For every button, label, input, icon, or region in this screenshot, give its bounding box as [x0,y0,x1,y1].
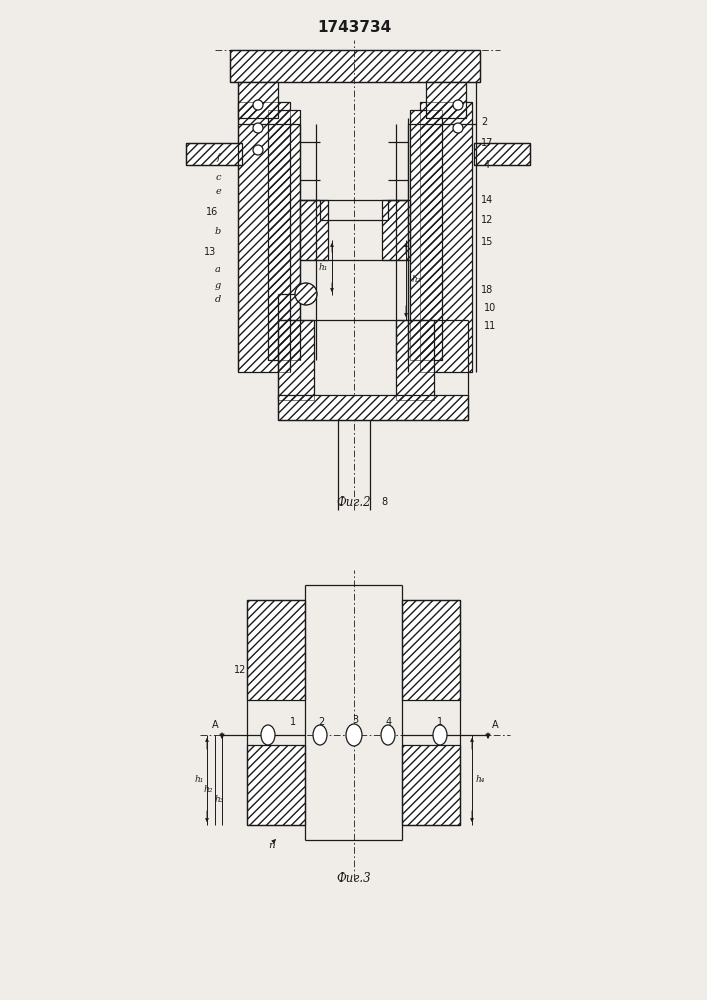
Bar [396,320,434,400]
Bar [402,600,460,700]
Circle shape [295,283,317,305]
Bar [230,50,480,82]
Text: f: f [216,153,220,162]
Text: 14: 14 [481,195,493,205]
Text: 11: 11 [484,321,496,331]
Bar [402,600,460,700]
Text: h₂: h₂ [204,786,213,794]
Text: 4: 4 [484,160,490,170]
Bar [382,200,410,260]
Circle shape [453,100,463,110]
Bar [474,143,530,165]
Bar [247,745,305,825]
Text: 3: 3 [352,715,358,725]
Circle shape [253,123,263,133]
Text: h₁: h₁ [194,776,204,784]
Text: h₄: h₄ [475,776,485,784]
Bar [278,395,468,420]
Bar [420,102,472,372]
Text: 2: 2 [318,717,324,727]
Bar [278,320,314,400]
Bar [402,745,460,825]
Text: 15: 15 [481,237,493,247]
Ellipse shape [261,725,275,745]
Text: d: d [215,296,221,304]
Bar [230,50,480,82]
Bar [426,82,466,118]
Circle shape [253,145,263,155]
Bar [268,110,300,360]
Ellipse shape [433,725,447,745]
Text: c: c [215,174,221,182]
Text: 12: 12 [234,665,246,675]
Bar [410,110,442,360]
Text: n: n [269,840,275,850]
Bar [238,82,278,118]
Text: b: b [215,228,221,236]
Circle shape [453,123,463,133]
Bar [247,745,305,825]
Text: h₃: h₃ [214,796,223,804]
Bar [247,600,305,700]
Text: 1743734: 1743734 [317,19,391,34]
Text: 12: 12 [481,215,493,225]
Text: 8: 8 [381,497,387,507]
Text: h₂: h₂ [411,275,421,284]
Bar [300,200,328,260]
Bar [278,395,468,420]
Bar [268,110,300,360]
Text: A: A [211,720,218,730]
Bar [396,320,434,400]
Bar [410,110,442,360]
Text: h₁: h₁ [318,263,327,272]
Text: 1: 1 [437,717,443,727]
Text: e: e [215,188,221,196]
Bar [238,102,290,372]
Text: 4: 4 [386,717,392,727]
Bar [474,143,530,165]
Text: g: g [215,280,221,290]
Bar [420,102,472,372]
Text: Фиг.2: Фиг.2 [337,495,371,508]
Bar [238,102,290,372]
Text: a: a [215,265,221,274]
Bar [186,143,242,165]
Text: A: A [491,720,498,730]
Ellipse shape [313,725,327,745]
Bar [186,143,242,165]
Text: 1: 1 [290,717,296,727]
Bar [300,200,328,260]
Circle shape [253,100,263,110]
Text: 13: 13 [204,247,216,257]
Bar [426,82,466,118]
Text: Фиг.3: Фиг.3 [337,871,371,884]
Bar [278,320,314,400]
Text: 18: 18 [481,285,493,295]
Text: 16: 16 [206,207,218,217]
Ellipse shape [346,724,362,746]
Bar [402,745,460,825]
Text: 2: 2 [481,117,487,127]
Bar [247,600,305,700]
Bar [238,82,278,118]
Text: 17: 17 [481,138,493,148]
Ellipse shape [381,725,395,745]
Bar [382,200,410,260]
Text: 10: 10 [484,303,496,313]
